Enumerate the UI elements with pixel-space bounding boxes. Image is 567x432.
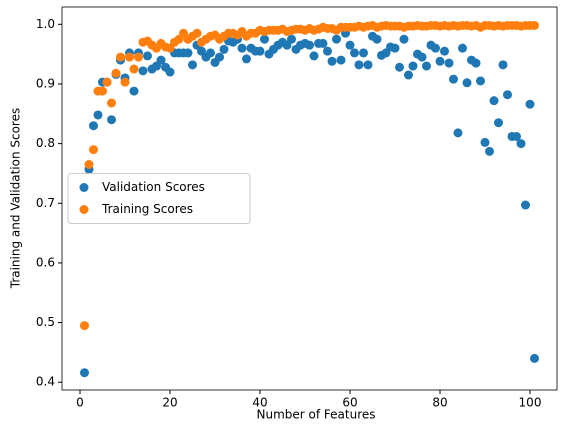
y-tick-label: 0.5 xyxy=(36,315,55,329)
point xyxy=(453,128,463,138)
point xyxy=(498,60,508,70)
point xyxy=(458,43,467,53)
point xyxy=(516,139,526,149)
point xyxy=(449,74,458,84)
point xyxy=(404,70,413,80)
point xyxy=(116,52,125,62)
y-tick-label: 0.8 xyxy=(36,136,55,150)
point xyxy=(129,86,139,96)
point xyxy=(408,61,418,71)
point xyxy=(102,77,112,87)
point xyxy=(138,66,148,76)
x-axis-label: Number of Features xyxy=(257,408,376,422)
point xyxy=(143,51,152,61)
point xyxy=(206,48,215,58)
x-tick-label: 80 xyxy=(432,396,447,410)
point xyxy=(440,46,449,56)
point xyxy=(242,54,251,64)
point xyxy=(188,60,197,70)
point xyxy=(530,20,539,30)
point xyxy=(165,67,175,77)
point xyxy=(336,55,346,65)
point xyxy=(525,99,535,109)
point xyxy=(332,34,341,44)
x-tick-label: 20 xyxy=(162,396,177,410)
x-tick-label: 100 xyxy=(519,396,542,410)
point xyxy=(183,48,193,58)
point xyxy=(323,46,332,56)
x-tick-label: 0 xyxy=(76,396,84,410)
point xyxy=(84,159,94,169)
point xyxy=(489,96,499,106)
legend-box xyxy=(67,173,251,224)
point xyxy=(120,77,130,87)
legend-marker xyxy=(79,205,89,214)
point xyxy=(107,98,116,108)
point xyxy=(372,34,382,44)
y-tick-label: 0.7 xyxy=(36,196,55,210)
point xyxy=(435,56,445,66)
point xyxy=(354,60,364,70)
point xyxy=(399,34,409,44)
point xyxy=(111,68,121,78)
point xyxy=(431,43,440,53)
point xyxy=(530,353,539,363)
point xyxy=(345,40,355,50)
y-axis-label: Training and Validation Scores xyxy=(9,108,23,290)
point xyxy=(494,118,503,128)
point xyxy=(107,115,116,125)
y-tick-label: 0.9 xyxy=(36,76,55,90)
point xyxy=(89,121,98,131)
x-tick-label: 60 xyxy=(342,396,357,410)
point xyxy=(309,51,319,61)
point xyxy=(98,86,107,96)
point xyxy=(215,52,224,62)
point xyxy=(417,52,427,62)
point xyxy=(287,34,296,44)
y-tick-label: 1.0 xyxy=(36,17,55,31)
point xyxy=(260,34,269,44)
point xyxy=(476,76,485,86)
point xyxy=(363,60,373,70)
point xyxy=(503,90,512,100)
point xyxy=(422,61,431,71)
point xyxy=(350,48,359,58)
point xyxy=(512,131,521,141)
point xyxy=(219,44,229,54)
y-tick-label: 0.4 xyxy=(36,375,55,389)
point xyxy=(480,137,490,147)
point xyxy=(327,56,337,66)
point xyxy=(255,46,265,56)
plot-frame xyxy=(61,6,558,391)
point xyxy=(129,64,139,74)
point xyxy=(134,52,143,62)
point xyxy=(192,28,202,38)
point xyxy=(93,110,103,120)
point xyxy=(471,58,481,68)
point xyxy=(318,38,328,48)
point xyxy=(359,48,368,58)
point xyxy=(395,62,404,72)
point xyxy=(521,200,530,210)
point xyxy=(305,40,314,50)
legend-label: Validation Scores xyxy=(102,180,205,194)
legend-marker xyxy=(79,183,89,192)
point xyxy=(125,52,134,62)
legend-label: Training Scores xyxy=(101,202,193,216)
point xyxy=(485,146,494,156)
point xyxy=(156,55,166,65)
point xyxy=(80,368,89,378)
y-tick-label: 0.6 xyxy=(36,255,55,269)
point xyxy=(462,78,472,88)
x-tick-label: 40 xyxy=(252,396,267,410)
point xyxy=(89,145,98,155)
point xyxy=(237,43,247,53)
point xyxy=(390,43,400,53)
point xyxy=(444,58,454,68)
point xyxy=(80,321,89,331)
